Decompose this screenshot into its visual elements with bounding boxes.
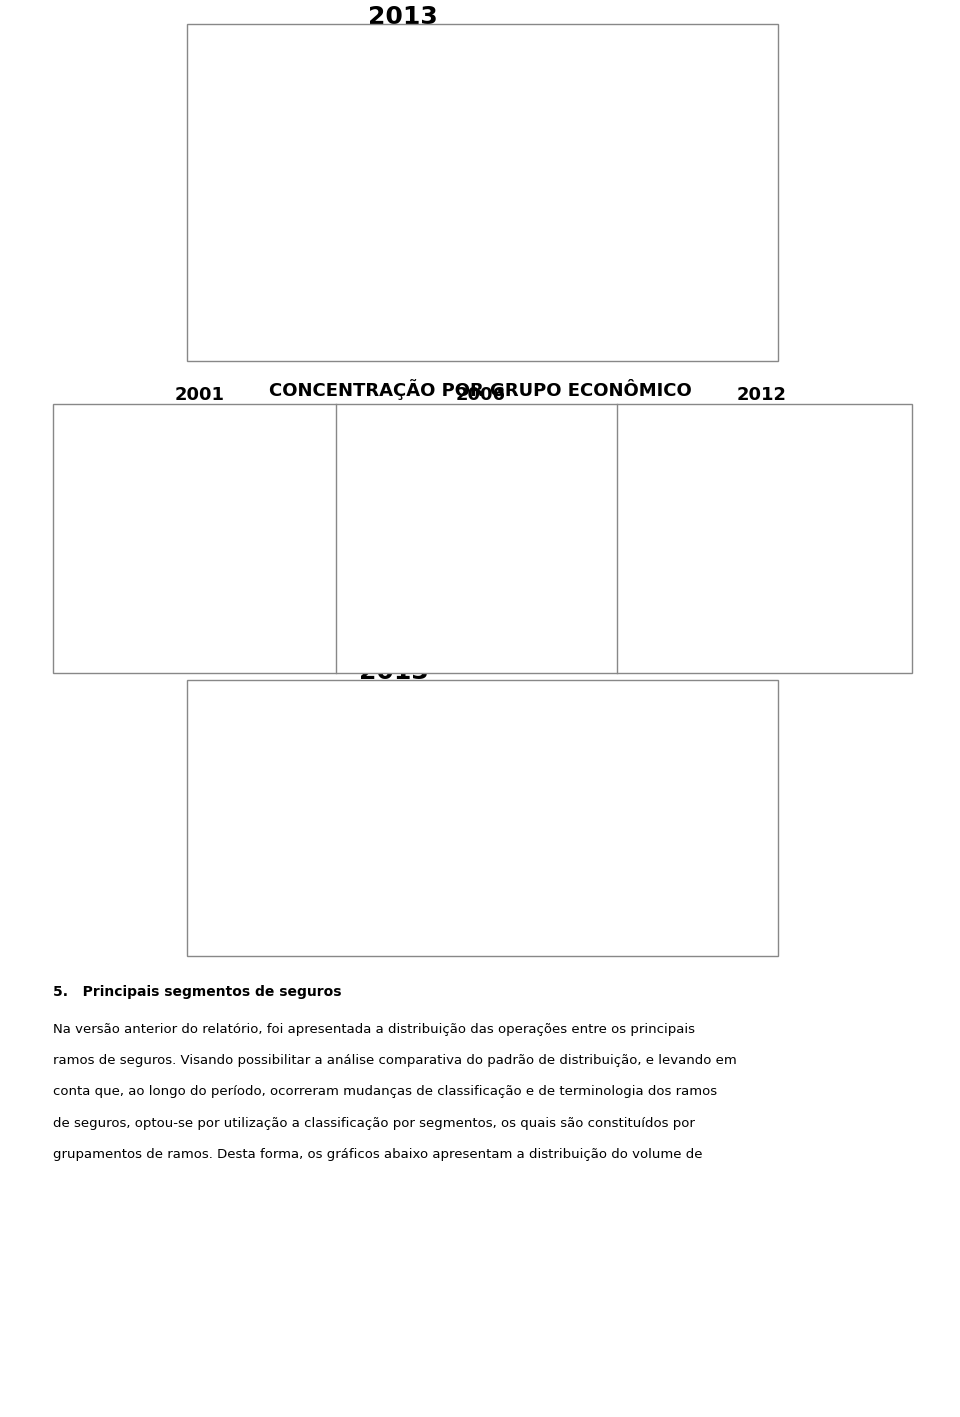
Text: conta que, ao longo do período, ocorreram mudanças de classificação e de termino: conta que, ao longo do período, ocorrera… [53,1085,717,1098]
Text: de seguros, optou-se por utilização a classificação por segmentos, os quais são : de seguros, optou-se por utilização a cl… [53,1117,695,1129]
Text: 35.7%: 35.7% [666,509,712,521]
Title: 2013: 2013 [359,660,428,684]
Wedge shape [293,716,394,881]
Text: 55.8%: 55.8% [381,521,426,536]
Text: CONCENTRAÇÃO POR GRUPO ECONÔMICO: CONCENTRAÇÃO POR GRUPO ECONÔMICO [269,380,691,400]
Wedge shape [278,67,403,264]
Text: 5.   Principais segmentos de seguros: 5. Principais segmentos de seguros [53,985,342,999]
Text: 36.3%: 36.3% [288,784,341,799]
Text: Na versão anterior do relatório, foi apresentada a distribuição das operações en: Na versão anterior do relatório, foi apr… [53,1023,695,1036]
Title: 2013: 2013 [369,6,438,30]
Text: 65.1%: 65.1% [468,217,520,232]
Wedge shape [94,434,247,643]
Wedge shape [301,67,528,316]
Wedge shape [317,716,494,917]
Wedge shape [199,444,304,643]
Title: 2001: 2001 [174,385,225,404]
Text: 34.9%: 34.9% [286,150,339,166]
Text: 64.3%: 64.3% [811,555,857,568]
Text: 44.2%: 44.2% [535,541,580,555]
Legend: 10 maiores
empresas, Demais: 10 maiores empresas, Demais [572,163,678,220]
Title: 2006: 2006 [455,385,506,404]
Text: 57.4%: 57.4% [100,519,146,533]
Wedge shape [657,434,762,604]
Legend: 5 maiores
grupos, Demais: 5 maiores grupos, Demais [537,788,634,845]
Text: grupamentos de ramos. Desta forma, os gráficos abaixo apresentam a distribuição : grupamentos de ramos. Desta forma, os gr… [53,1148,703,1161]
Wedge shape [375,434,518,643]
Wedge shape [481,439,586,643]
Title: 2012: 2012 [736,385,787,404]
Wedge shape [680,434,867,643]
Text: ramos de seguros. Visando possibilitar a análise comparativa do padrão de distri: ramos de seguros. Visando possibilitar a… [53,1054,736,1067]
Text: 42.6%: 42.6% [252,544,299,558]
Text: 63.7%: 63.7% [446,833,499,849]
